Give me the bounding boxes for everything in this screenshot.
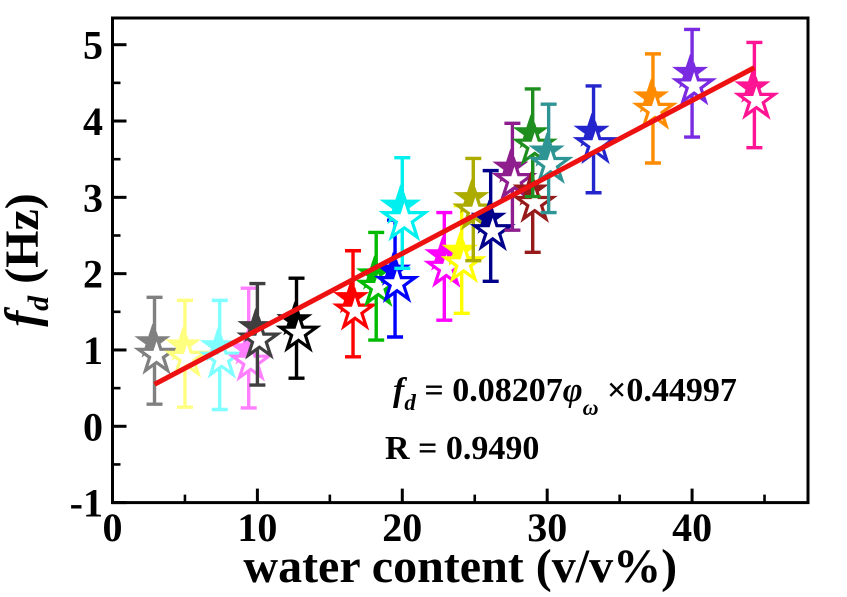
- data-point-star-open: [671, 61, 718, 106]
- data-point-star-solid: [228, 330, 265, 365]
- x-tick-label: 0: [103, 505, 123, 550]
- y-tick-label: 2: [83, 252, 103, 297]
- x-tick-label: 40: [672, 505, 712, 550]
- data-point-star-open: [469, 207, 516, 252]
- y-tick-label: -1: [70, 481, 103, 526]
- y-axis-title: fd (Hz): [0, 193, 55, 327]
- data-point-star-open: [332, 286, 379, 331]
- data-point-star-open: [440, 239, 487, 284]
- data-point-star-solid: [379, 184, 422, 225]
- data-point-star-solid: [672, 53, 709, 89]
- data-point-star-open: [378, 192, 431, 242]
- data-point-star-solid: [424, 236, 461, 271]
- x-axis-title: water content (v/v%): [243, 540, 677, 593]
- data-point-star-solid: [573, 112, 610, 147]
- data-point-star-solid: [441, 231, 478, 266]
- x-tick-label: 10: [237, 505, 277, 550]
- data-point-star-solid: [356, 255, 393, 290]
- y-tick-label: 3: [83, 175, 103, 220]
- r-value-annotation: R = 0.9490: [385, 430, 539, 467]
- y-tick-label: 5: [83, 23, 103, 68]
- data-point-star-open: [275, 308, 322, 353]
- x-tick-label: 30: [527, 505, 567, 550]
- data-point-star-solid: [199, 327, 236, 362]
- y-tick-label: 0: [83, 404, 103, 449]
- equation-annotation: fd = 0.08207φω ×0.44997: [393, 372, 737, 420]
- y-tick-label: 1: [83, 328, 103, 373]
- data-point-star-open: [374, 259, 421, 303]
- data-point-star-solid: [492, 148, 529, 183]
- data-point-star-solid: [134, 323, 171, 358]
- x-tick-label: 20: [382, 505, 422, 550]
- data-point-star-open: [491, 156, 538, 200]
- data-point-star-solid: [276, 301, 313, 336]
- data-point-star-solid: [512, 114, 549, 149]
- data-point-star-solid: [375, 251, 412, 286]
- fit-line: [153, 65, 756, 387]
- data-point-star-solid: [453, 179, 490, 214]
- data-point-star-open: [227, 337, 274, 382]
- y-tick-label: 4: [83, 99, 103, 144]
- data-point-star-solid: [632, 78, 669, 113]
- data-point-star-solid: [470, 199, 507, 234]
- data-point-star-open: [733, 76, 780, 120]
- data-point-star-solid: [164, 326, 201, 361]
- data-point-star-solid: [237, 307, 274, 343]
- data-point-star-open: [527, 140, 574, 184]
- data-point-star-solid: [734, 68, 771, 103]
- data-point-star-solid: [528, 132, 565, 167]
- data-point-star-solid: [333, 278, 370, 314]
- data-point-star-open: [133, 331, 180, 375]
